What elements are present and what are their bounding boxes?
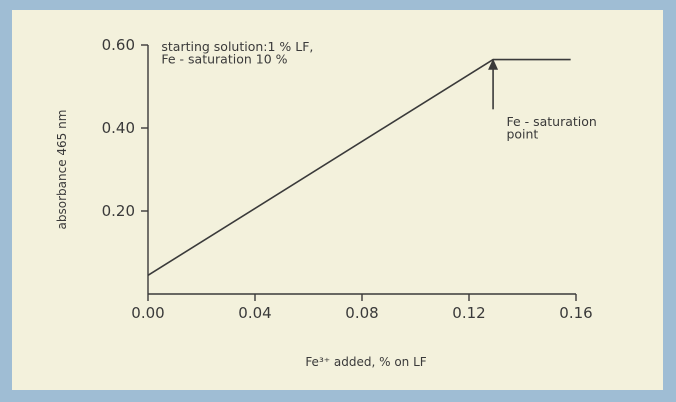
x-ticks: 0.00 0.04 0.08 0.12 0.16: [131, 294, 593, 322]
x-tick-label: 0.04: [238, 304, 271, 322]
x-tick-label: 0.16: [559, 304, 592, 322]
series-group: [147, 58, 571, 277]
annotation-text: starting solution:1 % LF,: [161, 39, 313, 54]
x-tick-label: 0.12: [452, 304, 485, 322]
x-tick-label: 0.08: [345, 304, 378, 322]
annotation-text: point: [506, 126, 538, 141]
annotation-text: Fe - saturation: [506, 114, 596, 129]
axes: [147, 45, 576, 295]
y-tick-label: 0.60: [102, 36, 135, 54]
annotation-text: Fe - saturation 10 %: [161, 52, 287, 67]
y-axis-label: absorbance 465 nm: [55, 110, 69, 230]
arrow-head: [488, 58, 499, 70]
y-tick-label: 0.20: [102, 202, 135, 220]
annotations: starting solution:1 % LF,Fe - saturation…: [161, 39, 596, 141]
arrow-group: [488, 58, 499, 110]
y-ticks: 0.20 0.40 0.60: [102, 36, 148, 220]
series-line: [147, 58, 571, 277]
x-tick-label: 0.00: [131, 304, 164, 322]
x-axis-label: Fe³⁺ added, % on LF: [305, 355, 426, 369]
y-tick-label: 0.40: [102, 119, 135, 137]
chart-panel: [12, 10, 663, 390]
